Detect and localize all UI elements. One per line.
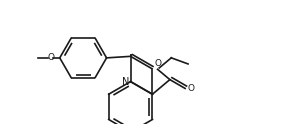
Text: N: N <box>122 77 129 87</box>
Text: O: O <box>47 53 54 62</box>
Text: O: O <box>154 59 161 68</box>
Text: O: O <box>188 84 195 93</box>
